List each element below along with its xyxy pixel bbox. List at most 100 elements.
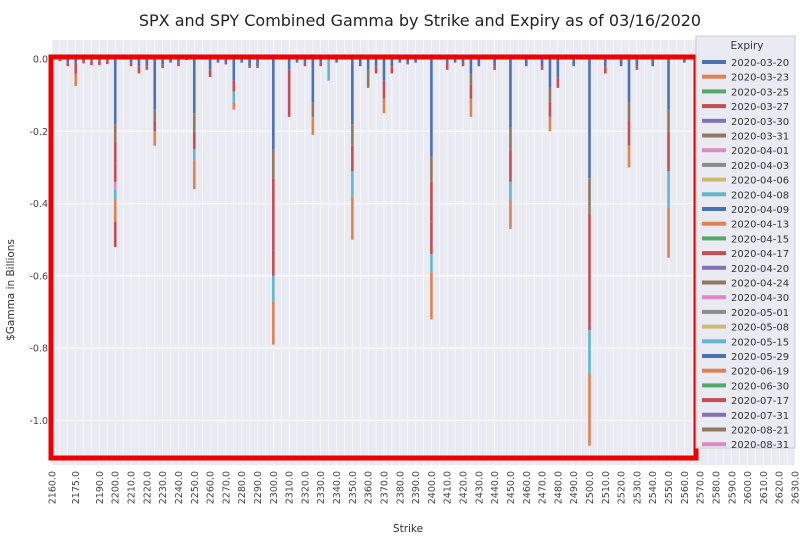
bar-segment [619, 59, 623, 67]
bar-segment [667, 59, 670, 110]
bar-segment [548, 102, 552, 117]
legend-swatch [702, 221, 726, 226]
bar-segment [137, 59, 141, 67]
bar-segment [398, 59, 402, 63]
bar-segment [208, 69, 212, 78]
bar-segment [603, 59, 607, 67]
legend-swatch [702, 104, 726, 109]
legend-swatch [702, 148, 726, 153]
bar-segment [556, 77, 560, 88]
y-tick-label: -1.0 [29, 416, 48, 427]
bar-segment [588, 178, 591, 215]
bar-segment [90, 59, 93, 61]
bar-segment [272, 59, 275, 150]
bar-segment [161, 59, 164, 65]
bar-segment [469, 59, 473, 74]
bar-segment [430, 59, 433, 157]
bar-segment [667, 131, 670, 172]
x-tick-label: 2190.0 [95, 471, 106, 504]
x-tick-label: 2510.0 [601, 471, 612, 504]
bar-segment [548, 59, 552, 88]
bar-segment [129, 62, 133, 67]
legend-entry: 2020-06-19 [731, 367, 789, 378]
legend-entry: 2020-03-23 [731, 73, 789, 84]
bar-segment [256, 59, 259, 67]
x-axis: 2160.0 2175.0 2190.0 2200.0 2210.0 2220.0 2230… [48, 471, 800, 504]
x-tick-label: 2220.0 [142, 471, 153, 504]
x-tick-label: 2290.0 [253, 471, 264, 504]
chart-title: SPX and SPY Combined Gamma by Strike and… [139, 11, 701, 30]
y-tick-label: -0.8 [29, 344, 48, 355]
bar-segment [414, 59, 417, 63]
legend-swatch [702, 339, 726, 344]
y-tick-label: -0.2 [29, 127, 48, 138]
legend-entry: 2020-05-01 [731, 308, 789, 319]
x-tick-label: 2460.0 [522, 471, 533, 504]
bar-segment [366, 69, 370, 88]
legend-entry: 2020-04-17 [731, 249, 789, 260]
legend-entry: 2020-04-06 [731, 176, 789, 187]
x-tick-label: 2350.0 [348, 471, 359, 504]
bar-segment [327, 59, 330, 81]
bar-segment [272, 149, 275, 179]
bar-segment [548, 87, 552, 103]
legend-swatch [702, 295, 726, 300]
bar-segment [82, 59, 85, 61]
bar-segment [248, 66, 251, 69]
bar-segment [272, 275, 275, 302]
bar-segment [540, 59, 544, 67]
legend-entry: 2020-04-01 [731, 146, 789, 157]
legend-swatch [702, 265, 726, 270]
bar-segment [390, 59, 394, 67]
bar-segment [540, 66, 544, 70]
bar-segment [153, 109, 157, 121]
bar-segment [137, 66, 141, 74]
bar-segment [588, 59, 591, 179]
legend-entry: 2020-07-31 [731, 411, 789, 422]
bar-segment [351, 59, 354, 125]
bar-segment [303, 59, 307, 63]
x-tick-label: 2550.0 [664, 471, 675, 504]
y-tick-label: -0.4 [29, 199, 48, 210]
bar-segment [192, 160, 196, 190]
x-tick-label: 2490.0 [569, 471, 580, 504]
x-tick-label: 2200.0 [111, 471, 122, 504]
bar-segment [572, 59, 575, 67]
bar-segment [74, 62, 78, 74]
bar-segment [358, 59, 362, 67]
x-tick-label: 2340.0 [332, 471, 343, 504]
bar-segment [461, 62, 465, 67]
bar-segment [603, 66, 607, 74]
legend-swatch [702, 280, 726, 285]
bar-segment [430, 272, 433, 320]
bar-segment [192, 59, 196, 114]
bar-segment [667, 207, 670, 258]
bar-segment [493, 66, 496, 70]
legend-swatch [702, 442, 726, 447]
legend-entry: 2020-04-09 [731, 205, 789, 216]
bar-segment [272, 250, 275, 276]
bar-segment [430, 254, 433, 273]
bar-segment [509, 181, 512, 200]
x-tick-label: 2620.0 [775, 471, 786, 504]
legend-swatch [702, 324, 726, 329]
legend-entry: 2020-03-20 [731, 58, 789, 69]
x-tick-label: 2280.0 [237, 471, 248, 504]
bar-segment [177, 59, 180, 63]
bar-segment [311, 59, 315, 103]
bar-segment [445, 62, 449, 70]
bar-segment [509, 127, 512, 150]
bar-segment [224, 62, 228, 65]
legend-entry: 2020-04-15 [731, 234, 789, 245]
legend-title: Expiry [731, 40, 764, 52]
x-tick-label: 2380.0 [395, 471, 406, 504]
x-tick-label: 2630.0 [791, 471, 800, 504]
bar-segment [113, 124, 117, 143]
bar-segment [113, 181, 117, 190]
legend-entry: 2020-05-29 [731, 352, 789, 363]
bar-segment [303, 62, 307, 67]
bar-segment [113, 142, 117, 164]
x-tick-label: 2500.0 [585, 471, 596, 504]
x-tick-label: 2370.0 [379, 471, 390, 504]
